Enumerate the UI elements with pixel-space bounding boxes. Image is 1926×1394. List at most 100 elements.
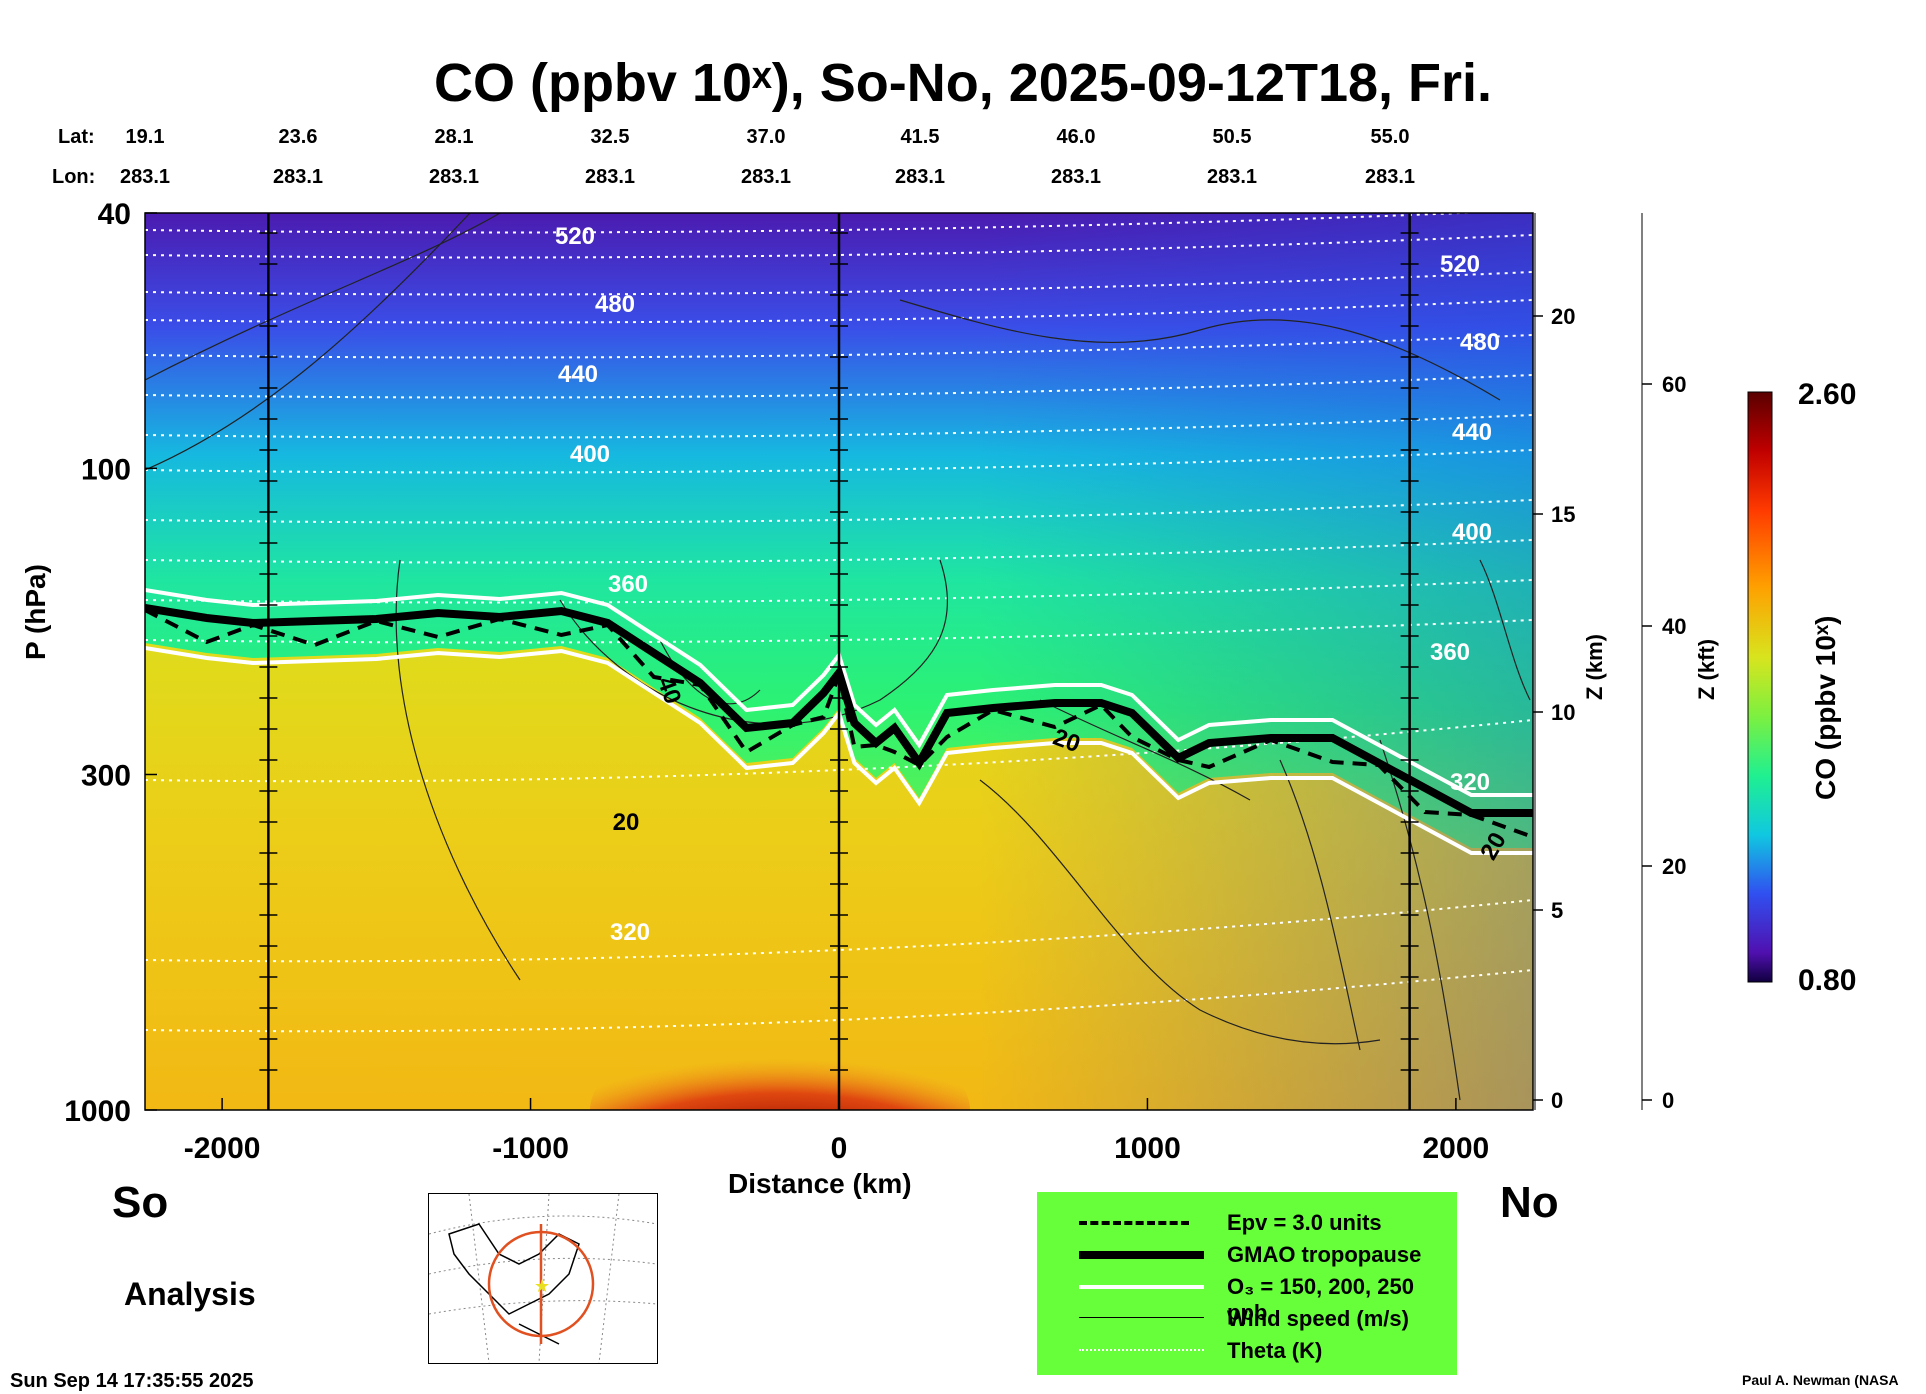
lat-value: 19.1 — [125, 126, 165, 148]
x-tick-label: 0 — [831, 1132, 848, 1165]
legend-label-epv: Epv = 3.0 units — [1227, 1210, 1382, 1235]
theta-label: 400 — [1452, 519, 1492, 546]
lon-value: 283.1 — [894, 166, 946, 188]
south-label: So — [112, 1178, 169, 1227]
lon-value: 283.1 — [428, 166, 480, 188]
wind-contour — [145, 213, 471, 471]
lon-value: 283.1 — [119, 166, 171, 188]
x-axis-title: Distance (km) — [728, 1168, 912, 1199]
z-kft-title: Z (kft) — [1694, 638, 1719, 700]
legend-item-ozone: O₃ = 150, 200, 250 ppb — [1037, 1270, 1457, 1325]
lon-value: 283.1 — [1050, 166, 1102, 188]
theta-label: 520 — [555, 223, 595, 250]
locator-map: ★ — [428, 1193, 658, 1364]
page-title: CO (ppbv 10ˣ), So-No, 2025-09-12T18, Fri… — [433, 53, 1493, 113]
y-tick-label: 100 — [81, 453, 131, 486]
z-kft-tick-label: 60 — [1662, 372, 1686, 397]
legend-label-wind: Wind speed (m/s) — [1227, 1306, 1409, 1331]
z-kft-axis: 0 20 40 60 — [1641, 213, 1686, 1113]
north-label: No — [1500, 1178, 1559, 1227]
theta-label: 440 — [558, 361, 598, 388]
analysis-label: Analysis — [124, 1276, 256, 1312]
legend-item-wind: Wind speed (m/s) — [1037, 1302, 1457, 1336]
lat-value: 55.0 — [1370, 126, 1410, 148]
lat-value: 37.0 — [746, 126, 786, 148]
colorbar — [1747, 391, 1773, 983]
z-km-axis: 0 5 10 15 20 — [1533, 213, 1575, 1113]
coastline — [448, 1223, 580, 1315]
timestamp: Sun Sep 14 17:35:55 2025 — [10, 1370, 254, 1392]
legend-swatch-ozone — [1079, 1285, 1204, 1289]
lon-value: 283.1 — [740, 166, 792, 188]
legend-swatch-tropopause — [1079, 1251, 1204, 1259]
z-kft-tick-label: 0 — [1662, 1088, 1674, 1113]
theta-label: 320 — [1450, 769, 1490, 796]
legend-label-tropopause: GMAO tropopause — [1227, 1242, 1422, 1267]
center-star-icon: ★ — [534, 1276, 550, 1297]
y-tick-label: 40 — [98, 198, 131, 231]
wind-contour — [1379, 739, 1461, 1101]
legend-item-epv: Epv = 3.0 units — [1037, 1206, 1457, 1240]
coastline-south — [518, 1323, 560, 1345]
co-plume — [590, 1025, 970, 1110]
x-tick-label: -2000 — [184, 1132, 261, 1165]
legend-item-theta: Theta (K) — [1037, 1334, 1457, 1368]
colorbar-title: CO (ppbv 10ˣ) — [1810, 615, 1841, 801]
lon-value: 283.1 — [1364, 166, 1416, 188]
legend-item-tropopause: GMAO tropopause — [1037, 1238, 1457, 1272]
y-axis: 40 100 300 1000 — [64, 198, 157, 1128]
legend-label-ozone: O₃ = 150, 200, 250 ppb — [1227, 1274, 1414, 1325]
theta-label: 440 — [1452, 419, 1492, 446]
theta-label: 520 — [1440, 251, 1480, 278]
credit: Paul A. Newman (NASA — [1742, 1372, 1899, 1388]
lat-value: 32.5 — [590, 126, 630, 148]
y-tick-label: 300 — [81, 759, 131, 792]
wind-contour — [145, 213, 501, 381]
lat-value: 41.5 — [900, 126, 940, 148]
z-km-tick-label: 10 — [1551, 700, 1575, 725]
z-km-tick-label: 20 — [1551, 304, 1575, 329]
theta-label: 320 — [610, 919, 650, 946]
legend-swatch-theta — [1079, 1349, 1204, 1351]
wind-contour — [899, 299, 1501, 401]
wind-contour — [1039, 699, 1251, 801]
z-km-tick-label: 5 — [1551, 898, 1563, 923]
contour-labels: 5204804404003603205204804404003603204020… — [555, 223, 1512, 946]
theta-label: 360 — [1430, 639, 1470, 666]
theta-label: 400 — [570, 441, 610, 468]
theta-label: 480 — [1460, 329, 1500, 356]
ozone-contour-150 — [145, 588, 1533, 797]
z-km-title: Z (km) — [1582, 634, 1607, 700]
x-tick-label: 2000 — [1423, 1132, 1490, 1165]
lon-value: 283.1 — [584, 166, 636, 188]
legend: Epv = 3.0 units GMAO tropopause O₃ = 150… — [1037, 1192, 1457, 1375]
z-kft-tick-label: 20 — [1662, 854, 1686, 879]
ozone-contour-200 — [145, 646, 1533, 855]
wind-label: 20 — [613, 809, 640, 836]
legend-label-theta: Theta (K) — [1227, 1338, 1323, 1363]
colorbar-min-label: 0.80 — [1798, 964, 1857, 997]
locator-map-drawing: ★ — [428, 1193, 658, 1364]
z-kft-tick-label: 40 — [1662, 614, 1686, 639]
lon-label: Lon: — [52, 166, 96, 188]
epv-contour — [145, 608, 1533, 839]
lat-value: 50.5 — [1212, 126, 1252, 148]
wind-contour — [1479, 559, 1531, 701]
theta-label: 360 — [608, 571, 648, 598]
z-km-tick-label: 0 — [1551, 1088, 1563, 1113]
legend-swatch-wind — [1079, 1317, 1204, 1318]
lon-value: 283.1 — [1206, 166, 1258, 188]
z-km-tick-label: 15 — [1551, 502, 1575, 527]
tropopause-line — [145, 604, 1533, 817]
legend-swatch-epv — [1079, 1221, 1189, 1225]
y-tick-label: 1000 — [64, 1095, 131, 1128]
x-tick-label: -1000 — [492, 1132, 569, 1165]
wind-contour — [1279, 759, 1361, 1051]
lat-value: 46.0 — [1056, 126, 1096, 148]
x-axis: -2000 -1000 0 1000 2000 — [184, 1098, 1490, 1165]
y-axis-title: P (hPa) — [20, 564, 51, 660]
colorbar-max-label: 2.60 — [1798, 378, 1857, 411]
lat-label: Lat: — [58, 126, 95, 148]
lat-value: 28.1 — [434, 126, 474, 148]
